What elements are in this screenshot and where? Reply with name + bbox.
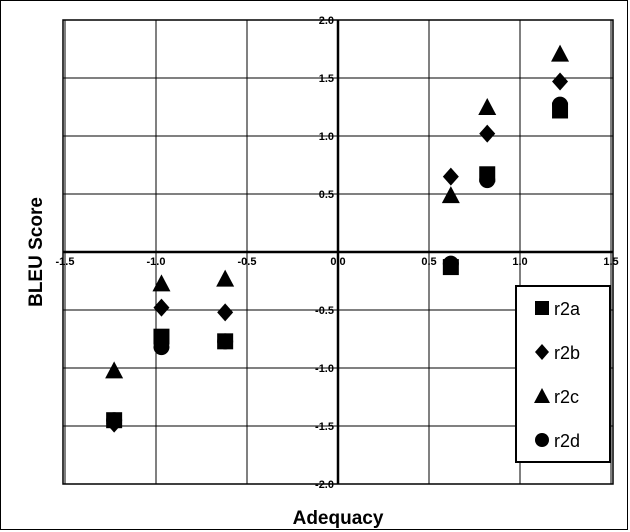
r2b-point	[479, 124, 496, 143]
r2c-point	[216, 269, 235, 287]
r2c-point	[551, 44, 570, 62]
axes	[63, 20, 613, 484]
legend: r2a r2b r2c r2d	[515, 285, 611, 463]
y-axis-label: BLEU Score	[26, 197, 47, 307]
data-points	[105, 44, 570, 433]
x-tick-label: 1.0	[512, 256, 527, 268]
x-tick-label: 0.0	[330, 256, 345, 268]
r2d-point	[106, 412, 123, 429]
y-tick-label: -2.0	[315, 479, 334, 491]
x-tick-label: 1.5	[603, 256, 618, 268]
x-axis-label: Adequacy	[293, 508, 384, 529]
r2c-point	[105, 361, 124, 379]
r2c-point	[478, 98, 497, 115]
x-tick-label: 0.5	[421, 256, 436, 268]
legend-marker-r2a	[535, 301, 549, 315]
r2d-point	[479, 172, 496, 189]
legend-marker-r2d	[535, 433, 549, 447]
legend-label-r2a: r2a	[554, 299, 581, 319]
r2c-point	[152, 274, 171, 292]
y-tick-label: -1.5	[315, 421, 334, 433]
y-tick-label: 1.5	[319, 73, 334, 85]
r2d-point	[217, 333, 234, 350]
x-tick-label: -1.0	[147, 256, 166, 268]
y-tick-label: -0.5	[315, 305, 334, 317]
tick-labels: -1.5 -1.0 -0.5 0.0 0.5 1.0 1.5 2.0 1.5 1.0 0.5 -0.5…	[56, 15, 619, 491]
legend-label-r2c: r2c	[554, 387, 579, 407]
legend-label-r2b: r2b	[554, 343, 580, 363]
r2d-point	[442, 255, 459, 272]
legend-marker-r2b	[535, 344, 549, 360]
x-tick-label: -1.5	[56, 256, 75, 268]
r2d-point	[552, 96, 569, 113]
r2d-point	[153, 339, 170, 356]
r2b-point	[552, 72, 569, 91]
y-tick-label: 2.0	[319, 15, 334, 27]
r2c-point	[441, 186, 460, 204]
y-tick-label: -1.0	[315, 363, 334, 375]
r2b-point	[217, 303, 234, 322]
r2b-point	[153, 298, 170, 317]
r2b-point	[442, 167, 459, 186]
y-tick-label: 0.5	[319, 189, 334, 201]
legend-box	[515, 285, 611, 463]
y-tick-label: 1.0	[319, 131, 334, 143]
x-tick-label: -0.5	[238, 256, 257, 268]
legend-label-r2d: r2d	[554, 431, 580, 451]
legend-marker-r2c	[534, 388, 550, 403]
